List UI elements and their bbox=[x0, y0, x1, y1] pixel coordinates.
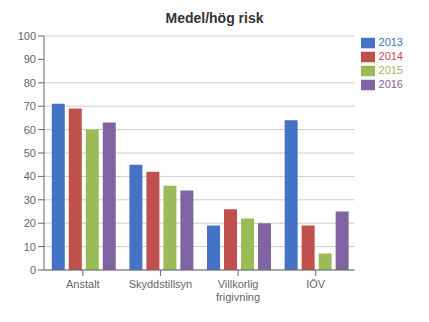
svg-text:Villkorligfrigivning: Villkorligfrigivning bbox=[216, 278, 260, 303]
svg-text:40: 40 bbox=[24, 170, 36, 182]
svg-text:60: 60 bbox=[24, 124, 36, 136]
svg-text:10: 10 bbox=[24, 241, 36, 253]
html-text:2014: 2014 bbox=[378, 50, 403, 63]
svg-text:50: 50 bbox=[24, 147, 36, 159]
html-text:Medel/hög risk: Medel/hög risk bbox=[165, 10, 264, 26]
svg-text:IÖV: IÖV bbox=[306, 278, 326, 290]
html-text:2016: 2016 bbox=[378, 78, 403, 91]
svg-text:Skyddstillsyn: Skyddstillsyn bbox=[129, 278, 193, 290]
svg-text:80: 80 bbox=[24, 77, 36, 89]
svg-text:0: 0 bbox=[30, 264, 36, 276]
svg-text:100: 100 bbox=[18, 30, 36, 42]
html-text:2013: 2013 bbox=[378, 36, 403, 48]
svg-text:Anstalt: Anstalt bbox=[66, 278, 100, 290]
svg-text:20: 20 bbox=[24, 217, 36, 229]
html-text:2015: 2015 bbox=[378, 64, 403, 77]
svg-text:70: 70 bbox=[24, 100, 36, 112]
svg-text:30: 30 bbox=[24, 194, 36, 206]
svg-text:90: 90 bbox=[24, 53, 36, 65]
